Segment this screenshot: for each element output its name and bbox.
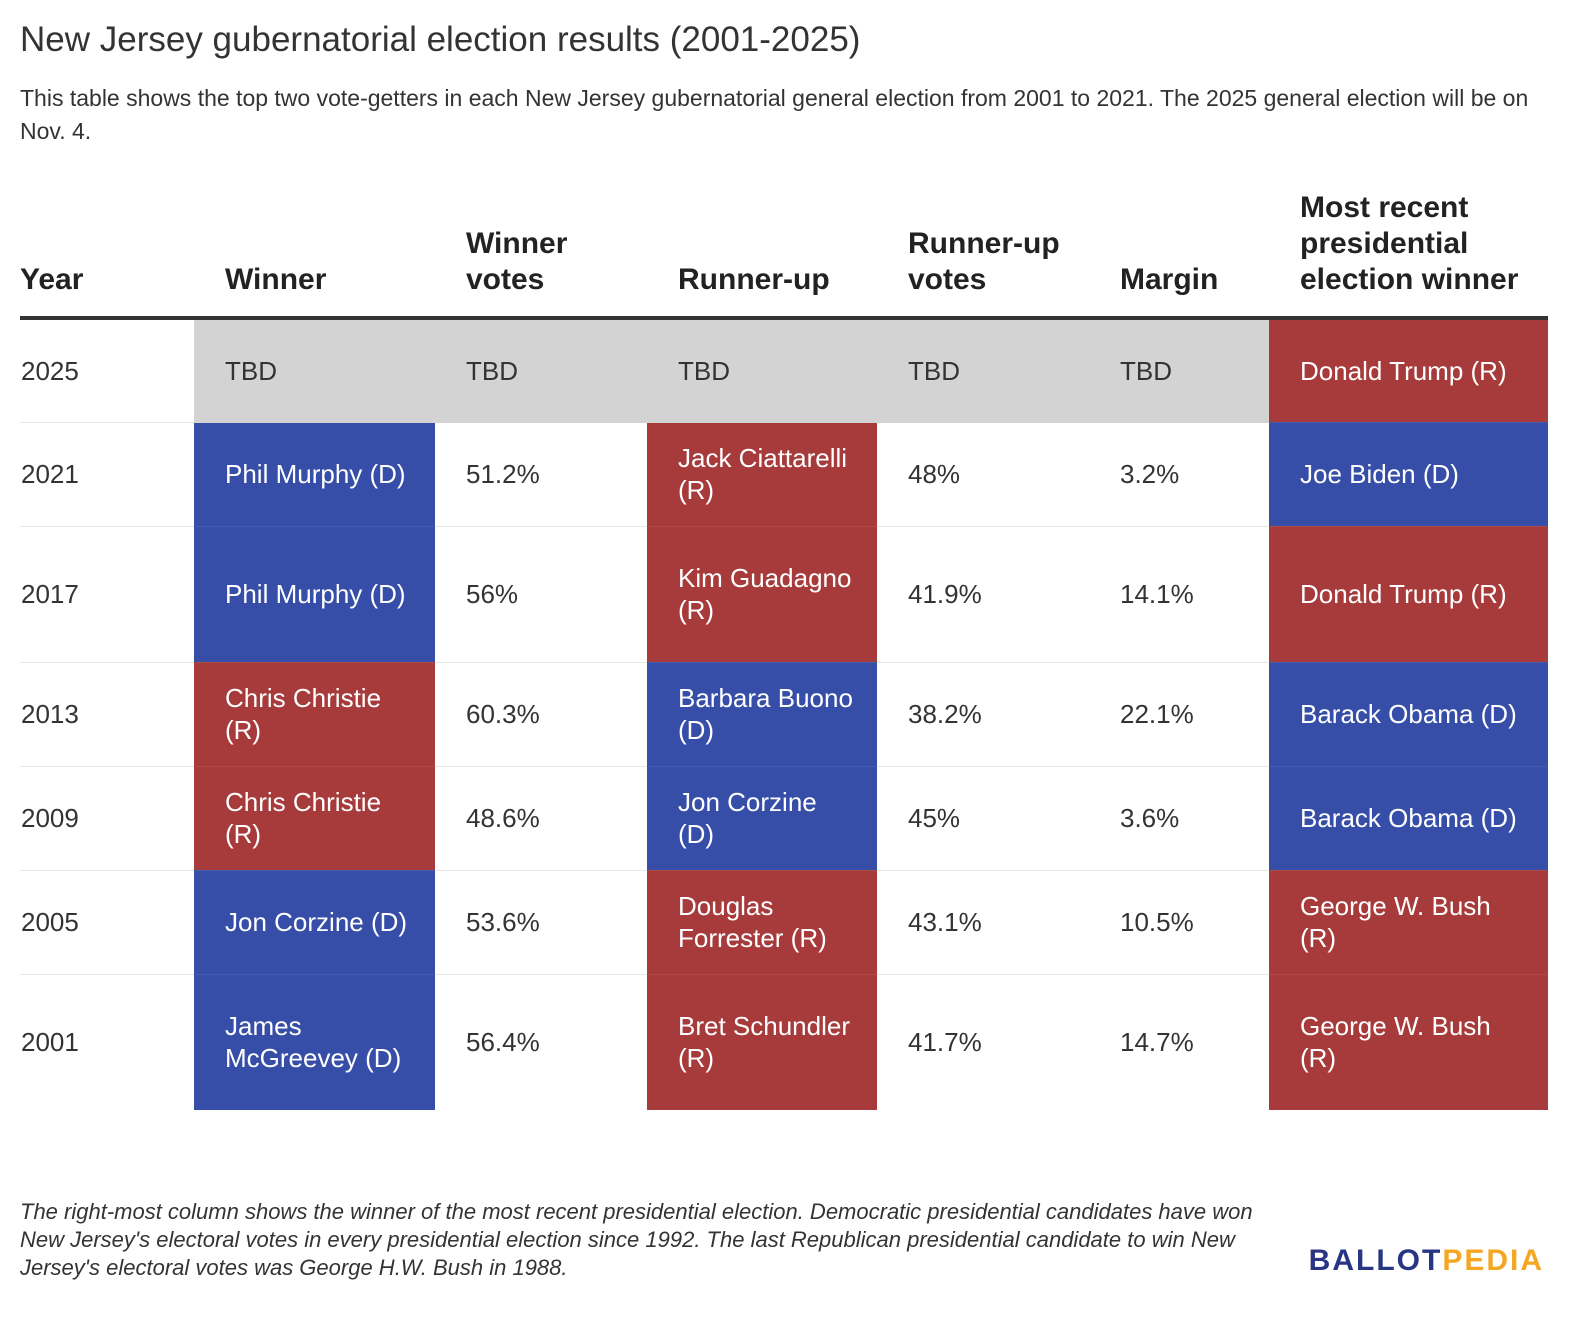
runner-up-votes-cell: 41.7% [908, 1027, 982, 1058]
winner-cell: Chris Christie (R) [194, 766, 435, 871]
year-cell: 2009 [20, 766, 194, 871]
year-cell: 2013 [20, 662, 194, 767]
runner-up-votes-cell: 43.1% [877, 870, 1089, 975]
table-row: 2017 Phil Murphy (D) 56% Kim Guadagno (R) 41… [20, 526, 1548, 663]
logo-part-ballot: BALLOT [1308, 1244, 1443, 1277]
table-row: 2021 Phil Murphy (D) 51.2% Jack Ciattarelli… [20, 422, 1548, 527]
header-president: Most recent presidential election winner [1269, 190, 1548, 320]
header-year: Year [20, 190, 194, 320]
margin-cell: 10.5% [1089, 870, 1269, 975]
margin-cell: TBD [1089, 318, 1269, 423]
margin-cell: 14.7% [1120, 1027, 1194, 1058]
header-row: Year Winner Winner votes Runner-up Runne… [20, 190, 1548, 320]
runner-up-votes-cell: 48% [877, 422, 1089, 527]
president-cell: Barack Obama (D) [1269, 766, 1548, 871]
table-row: 2025 TBD TBD TBD TBD TBD Donald Trump (R) [20, 318, 1548, 423]
header-margin: Margin [1089, 190, 1269, 320]
year-cell: 2017 [20, 526, 194, 663]
logo-part-pedia: PEDIA [1442, 1244, 1544, 1277]
runner-up-votes-cell: 38.2% [877, 662, 1089, 767]
margin-cell: 3.2% [1089, 422, 1269, 527]
president-cell: George W. Bush (R) [1269, 870, 1548, 975]
winner-votes-cell: 51.2% [435, 422, 647, 527]
margin-cell: 3.6% [1089, 766, 1269, 871]
ballotpedia-logo: BALLOTPEDIA [1309, 1244, 1544, 1278]
header-winner-votes: Winner votes [435, 190, 647, 320]
winner-cell: Chris Christie (R) [194, 662, 435, 767]
chart-title: New Jersey gubernatorial election result… [20, 20, 861, 59]
year-cell: 2001 [21, 1027, 79, 1058]
runner-up-cell: Jack Ciattarelli (R) [647, 422, 877, 527]
runner-up-cell: Bret Schundler (R) [647, 974, 877, 1110]
winner-cell: Jon Corzine (D) [194, 870, 435, 975]
margin-cell: 14.1% [1089, 526, 1269, 663]
runner-up-cell: TBD [647, 318, 877, 423]
table-row: 2005 Jon Corzine (D) 53.6% Douglas Forreste… [20, 870, 1548, 975]
runner-up-cell: Kim Guadagno (R) [647, 526, 877, 663]
winner-votes-cell: 48.6% [435, 766, 647, 871]
president-cell: Barack Obama (D) [1269, 662, 1548, 767]
winner-votes-cell: 56% [435, 526, 647, 663]
chart-subtitle: This table shows the top two vote-getter… [20, 85, 1529, 144]
winner-votes-cell: TBD [435, 318, 647, 423]
year-cell: 2025 [20, 318, 194, 423]
header-runner-up-votes: Runner-up votes [877, 190, 1089, 320]
table-row: 2013 Chris Christie (R) 60.3% Barbara Buono… [20, 662, 1548, 767]
runner-up-votes-cell: 45% [877, 766, 1089, 871]
year-cell: 2005 [20, 870, 194, 975]
runner-up-cell: Barbara Buono (D) [647, 662, 877, 767]
table-row: 2009 Chris Christie (R) 48.6% Jon Corzine (… [20, 766, 1548, 871]
winner-cell: James McGreevey (D) [194, 974, 435, 1110]
president-cell: George W. Bush (R) [1269, 974, 1548, 1110]
winner-cell: Phil Murphy (D) [194, 422, 435, 527]
table-row: 2001 James McGreevey (D) 56.4% Bret Schundl… [20, 974, 1548, 1110]
margin-cell: 22.1% [1089, 662, 1269, 767]
winner-votes-cell: 56.4% [466, 1027, 540, 1058]
winner-votes-cell: 53.6% [435, 870, 647, 975]
winner-votes-cell: 60.3% [435, 662, 647, 767]
winner-cell: TBD [194, 318, 435, 423]
runner-up-votes-cell: TBD [877, 318, 1089, 423]
header-winner: Winner [194, 190, 435, 320]
header-runner-up: Runner-up [647, 190, 877, 320]
year-cell: 2021 [20, 422, 194, 527]
runner-up-votes-cell: 41.9% [877, 526, 1089, 663]
winner-cell: Phil Murphy (D) [194, 526, 435, 663]
footnote: The right-most column shows the winner o… [20, 1199, 1253, 1280]
runner-up-cell: Jon Corzine (D) [647, 766, 877, 871]
president-cell: Joe Biden (D) [1269, 422, 1548, 527]
results-table: Year Winner Winner votes Runner-up Runne… [20, 190, 1548, 1110]
runner-up-cell: Douglas Forrester (R) [647, 870, 877, 975]
president-cell: Donald Trump (R) [1269, 318, 1548, 423]
president-cell: Donald Trump (R) [1269, 526, 1548, 663]
